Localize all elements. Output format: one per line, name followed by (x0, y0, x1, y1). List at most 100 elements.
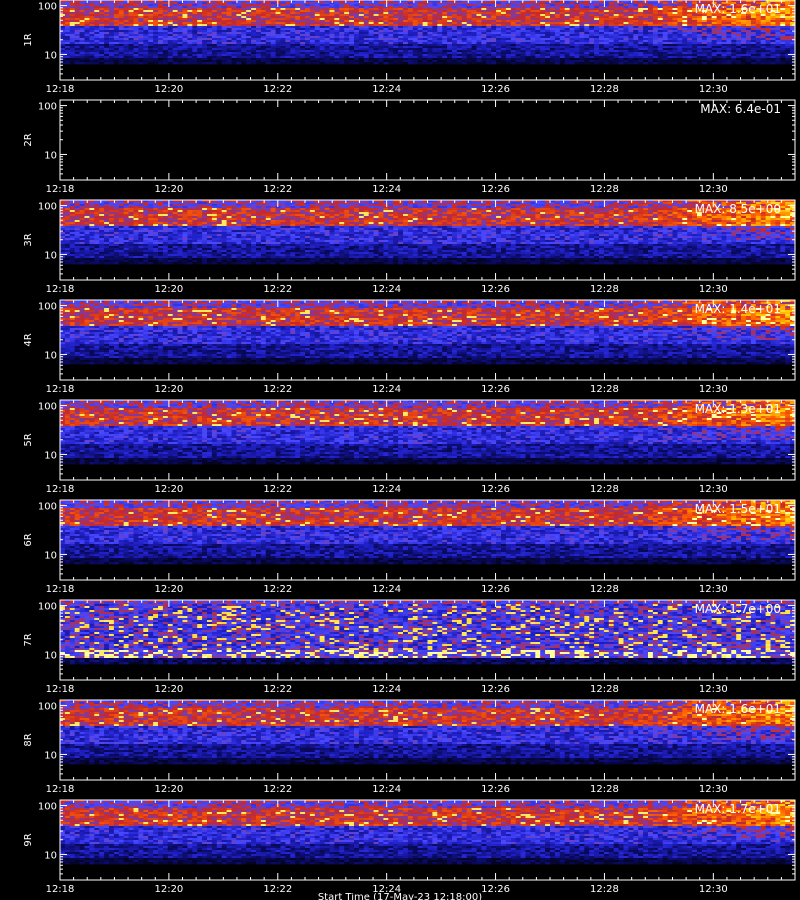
heatmap-cell (187, 46, 193, 49)
heatmap-cell (133, 6, 139, 9)
heatmap-cell (236, 44, 242, 47)
heatmap-cell (344, 26, 350, 29)
heatmap-cell (162, 38, 169, 41)
heatmap-cell (172, 62, 178, 65)
heatmap-cell (143, 46, 149, 49)
heatmap-cell (226, 44, 232, 47)
heatmap-cell (236, 16, 242, 19)
heatmap-cell (94, 28, 100, 31)
heatmap-cell (148, 20, 154, 23)
heatmap-cell (275, 26, 281, 29)
heatmap-cell (123, 60, 129, 63)
heatmap-cell (280, 4, 286, 7)
heatmap-cell (94, 60, 100, 63)
heatmap-cell (84, 38, 90, 41)
heatmap-cell (128, 56, 134, 59)
heatmap-cell (162, 44, 169, 47)
heatmap-cell (305, 6, 311, 9)
heatmap-cell (265, 22, 272, 25)
heatmap-cell (94, 30, 100, 33)
heatmap-cell (300, 44, 306, 47)
heatmap-cell (143, 62, 149, 65)
heatmap-cell (187, 20, 193, 23)
heatmap-cell (319, 30, 325, 33)
heatmap-cell (133, 30, 139, 33)
heatmap-cell (69, 26, 76, 29)
heatmap-cell (89, 20, 95, 23)
heatmap-cell (138, 2, 144, 5)
heatmap-cell (270, 24, 276, 27)
heatmap-cell (344, 24, 350, 27)
heatmap-cell (363, 26, 370, 29)
heatmap-cell (305, 24, 311, 27)
heatmap-cell (290, 20, 296, 23)
heatmap-cell (319, 18, 325, 21)
heatmap-cell (256, 54, 262, 57)
heatmap-cell (285, 30, 291, 33)
heatmap-cell (295, 6, 301, 9)
heatmap-cell (192, 8, 198, 11)
heatmap-cell (285, 4, 291, 7)
heatmap-cell (64, 54, 71, 57)
heatmap-cell (241, 54, 247, 57)
heatmap-cell (290, 62, 296, 65)
heatmap-cell (256, 42, 262, 45)
heatmap-cell (329, 6, 335, 9)
heatmap-cell (167, 46, 174, 49)
heatmap-cell (197, 36, 203, 39)
heatmap-cell (300, 26, 306, 29)
heatmap-cell (128, 30, 134, 33)
heatmap-cell (324, 62, 330, 65)
heatmap-cell (368, 42, 374, 45)
heatmap-cell (162, 16, 169, 19)
heatmap-cell (94, 56, 100, 59)
heatmap-cell (300, 12, 306, 15)
heatmap-cell (104, 32, 110, 35)
heatmap-cell (202, 42, 208, 45)
heatmap-cell (197, 18, 203, 21)
heatmap-cell (231, 12, 237, 15)
heatmap-cell (94, 50, 100, 53)
heatmap-cell (643, 62, 649, 65)
heatmap-cell (231, 32, 237, 35)
heatmap-cell (177, 48, 183, 51)
heatmap-cell (265, 18, 272, 21)
heatmap-cell (515, 62, 521, 65)
heatmap-cell (202, 50, 208, 53)
heatmap-cell (231, 0, 237, 3)
heatmap-cell (64, 28, 71, 31)
heatmap-cell (329, 10, 335, 13)
heatmap-cell (192, 0, 198, 3)
heatmap-cell (256, 28, 262, 31)
heatmap-cell (246, 50, 252, 53)
heatmap-cell (251, 40, 257, 43)
heatmap-cell (89, 44, 95, 47)
heatmap-cell (501, 62, 507, 65)
heatmap-cell (329, 20, 335, 23)
heatmap-cell (109, 28, 115, 31)
heatmap-cell (197, 2, 203, 5)
heatmap-cell (314, 2, 321, 5)
heatmap-cell (603, 62, 610, 65)
heatmap-cell (368, 22, 374, 25)
heatmap-cell (138, 6, 144, 9)
heatmap-cell (153, 56, 159, 59)
heatmap-cell (226, 8, 232, 11)
heatmap-cell (378, 8, 384, 11)
heatmap-cell (378, 18, 384, 21)
heatmap-cell (74, 48, 80, 51)
heatmap-cell (231, 48, 237, 51)
heatmap-cell (133, 54, 139, 57)
heatmap-cell (354, 20, 360, 23)
heatmap-cell (368, 30, 374, 33)
heatmap-cell (192, 44, 198, 47)
heatmap-cell (363, 20, 370, 23)
heatmap-cell (241, 16, 247, 19)
heatmap-cell (285, 42, 291, 45)
heatmap-cell (319, 50, 325, 53)
heatmap-cell (74, 56, 80, 59)
heatmap-cell (363, 8, 370, 11)
heatmap-cell (187, 0, 193, 3)
heatmap-cell (143, 28, 149, 31)
heatmap-cell (285, 8, 291, 11)
